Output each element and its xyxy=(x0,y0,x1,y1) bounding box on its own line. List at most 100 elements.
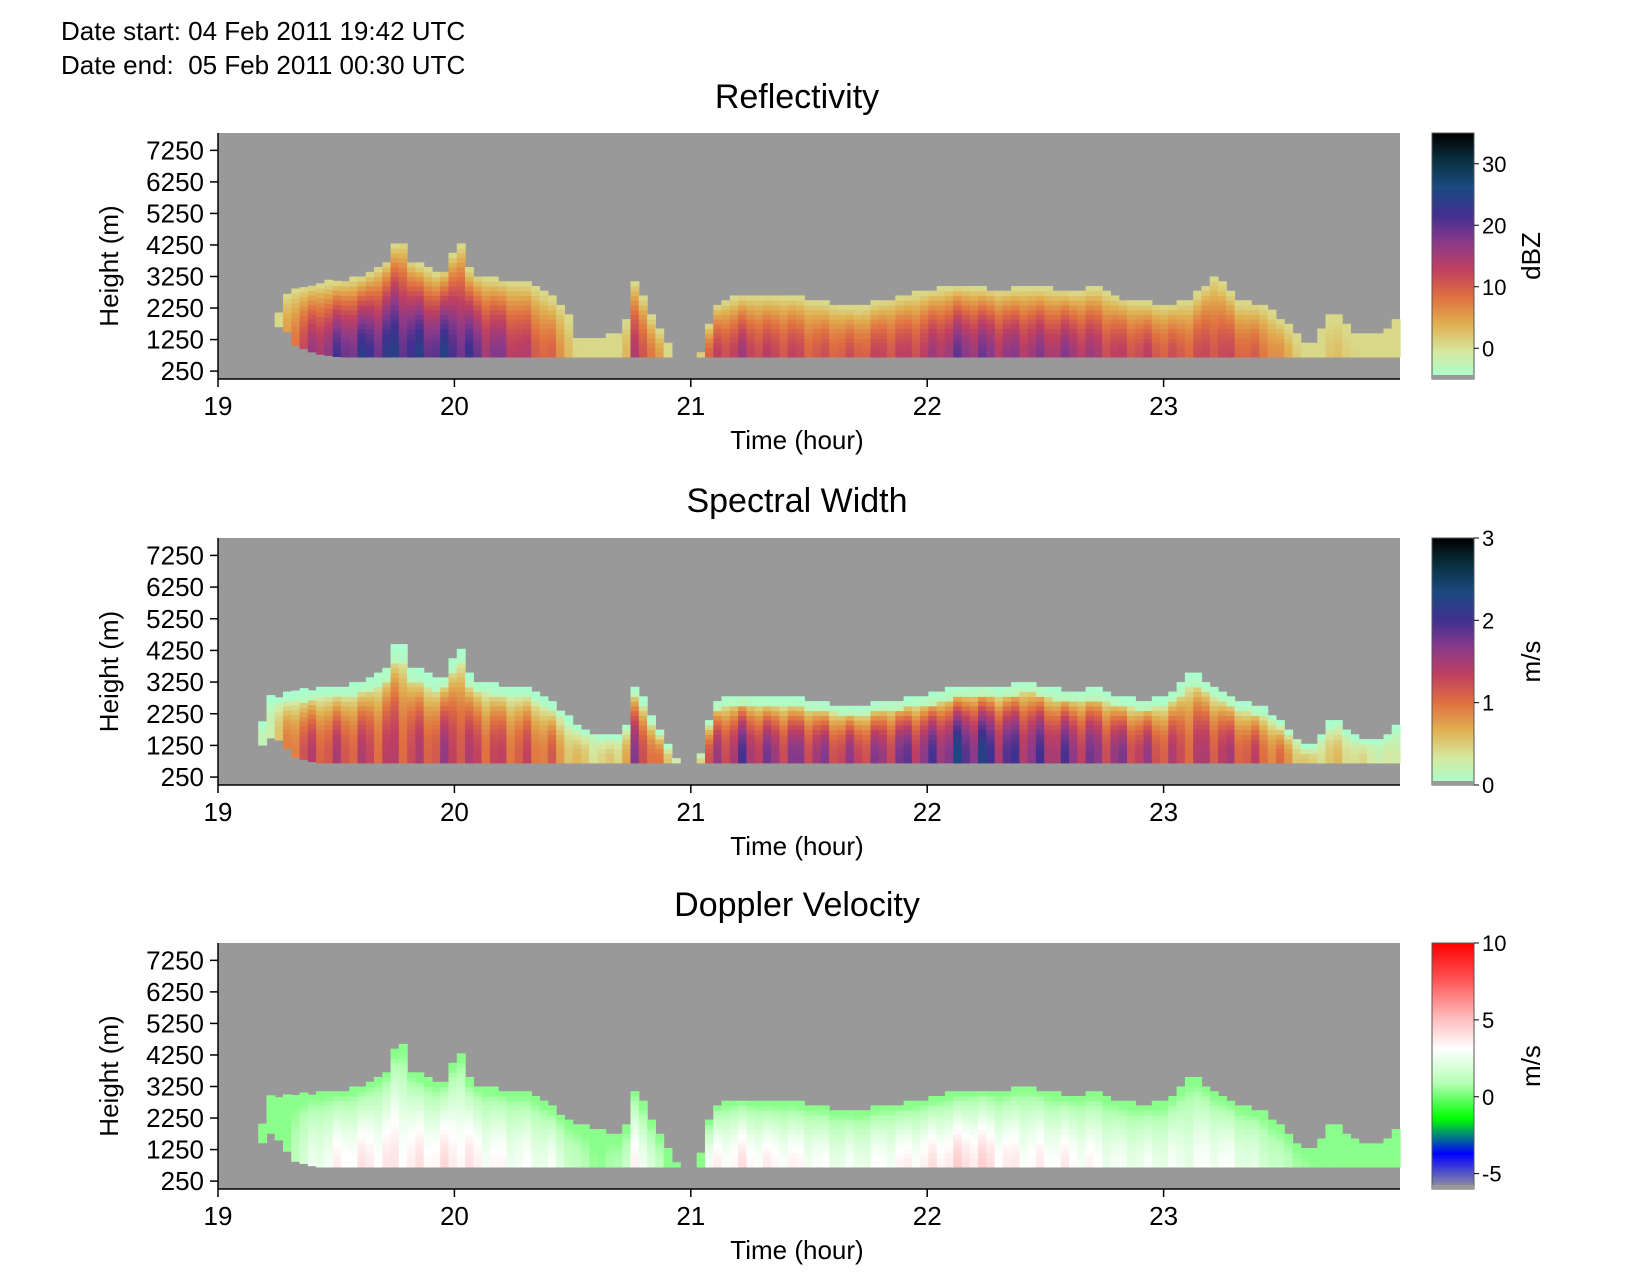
echo-cell xyxy=(969,1096,979,1102)
echo-cell xyxy=(796,1100,805,1106)
echo-cell xyxy=(928,1148,938,1154)
echo-cell xyxy=(1201,290,1211,296)
echo-cell xyxy=(1002,691,1012,697)
echo-cell xyxy=(407,705,416,712)
echo-cell xyxy=(531,319,541,325)
echo-cell xyxy=(887,304,896,311)
echo-cell xyxy=(754,1124,764,1130)
echo-cell xyxy=(953,739,963,745)
echo-cell xyxy=(1259,743,1269,750)
echo-cell xyxy=(390,1143,400,1149)
echo-cell xyxy=(804,309,814,315)
echo-cell xyxy=(754,1152,764,1158)
echo-cell xyxy=(390,691,400,697)
echo-cell xyxy=(713,729,723,735)
echo-cell xyxy=(473,281,483,287)
echo-cell xyxy=(340,739,350,745)
echo-cell xyxy=(316,1157,325,1163)
echo-cell xyxy=(829,314,838,320)
echo-cell xyxy=(845,743,855,750)
echo-cell xyxy=(398,319,408,325)
echo-cell xyxy=(332,304,342,310)
echo-cell xyxy=(729,729,739,735)
echo-cell xyxy=(878,720,888,726)
echo-cell xyxy=(944,300,954,306)
echo-cell xyxy=(539,1133,549,1140)
echo-cell xyxy=(349,328,359,334)
echo-cell xyxy=(398,696,408,702)
echo-cell xyxy=(398,1062,408,1069)
echo-cell xyxy=(853,1157,863,1163)
echo-cell xyxy=(498,319,507,325)
echo-cell xyxy=(920,753,929,759)
echo-cell xyxy=(1052,1114,1062,1121)
echo-cell xyxy=(456,1058,466,1064)
echo-cell xyxy=(812,1105,822,1111)
echo-cell xyxy=(787,696,797,702)
echo-cell xyxy=(870,1138,880,1144)
echo-cell xyxy=(523,1114,532,1121)
echo-cell xyxy=(390,319,400,325)
echo-cell xyxy=(1044,696,1054,702)
echo-cell xyxy=(713,734,723,740)
echo-cell xyxy=(473,1143,483,1149)
echo-cell xyxy=(382,262,392,268)
echo-cell xyxy=(820,715,830,721)
echo-cell xyxy=(887,300,896,306)
echo-cell xyxy=(713,743,723,750)
echo-cell xyxy=(1234,304,1244,311)
echo-cell xyxy=(316,691,325,697)
echo-cell xyxy=(1069,1162,1078,1168)
echo-cell xyxy=(738,1133,747,1140)
echo-cell xyxy=(936,729,946,735)
echo-cell xyxy=(1317,333,1327,339)
echo-cell xyxy=(523,1091,532,1097)
echo-cell xyxy=(523,1138,532,1144)
echo-cell xyxy=(638,753,648,759)
echo-cell xyxy=(456,281,466,287)
echo-cell xyxy=(936,1157,946,1163)
echo-cell xyxy=(382,1081,392,1088)
echo-cell xyxy=(812,1162,822,1168)
echo-cell xyxy=(448,352,458,358)
echo-cell xyxy=(630,1110,640,1116)
echo-cell xyxy=(953,1157,963,1163)
echo-cell xyxy=(1251,314,1260,320)
echo-cell xyxy=(630,1143,640,1149)
echo-cell xyxy=(1093,314,1103,320)
echo-cell xyxy=(514,286,524,292)
echo-cell xyxy=(1044,309,1054,315)
echo-cell xyxy=(1002,1096,1012,1102)
echo-cell xyxy=(531,748,541,754)
echo-cell xyxy=(953,710,963,716)
echo-cell xyxy=(332,696,342,702)
echo-cell xyxy=(597,1138,607,1144)
echo-cell xyxy=(514,739,524,745)
echo-cell xyxy=(266,733,276,739)
echo-cell xyxy=(1184,677,1194,683)
echo-cell xyxy=(572,338,582,344)
echo-cell xyxy=(1168,724,1178,731)
echo-cell xyxy=(647,352,656,358)
echo-cell xyxy=(564,720,574,726)
echo-cell xyxy=(431,300,441,306)
echo-cell xyxy=(928,729,938,735)
echo-cell xyxy=(796,1105,805,1111)
echo-cell xyxy=(1218,720,1227,726)
echo-cell xyxy=(465,743,474,750)
echo-cell xyxy=(316,344,325,351)
echo-cell xyxy=(523,1096,532,1102)
echo-cell xyxy=(969,1100,979,1106)
echo-cell xyxy=(1143,743,1153,750)
echo-cell xyxy=(1118,739,1128,745)
echo-cell xyxy=(787,748,797,754)
echo-cell xyxy=(291,1095,301,1101)
echo-cell xyxy=(407,304,416,311)
echo-cell xyxy=(1019,1091,1029,1097)
echo-cell xyxy=(820,1143,830,1149)
echo-cell xyxy=(365,342,375,348)
echo-cell xyxy=(456,262,466,268)
echo-cell xyxy=(1035,1148,1045,1154)
echo-cell xyxy=(506,295,516,301)
echo-cell xyxy=(1168,753,1178,759)
